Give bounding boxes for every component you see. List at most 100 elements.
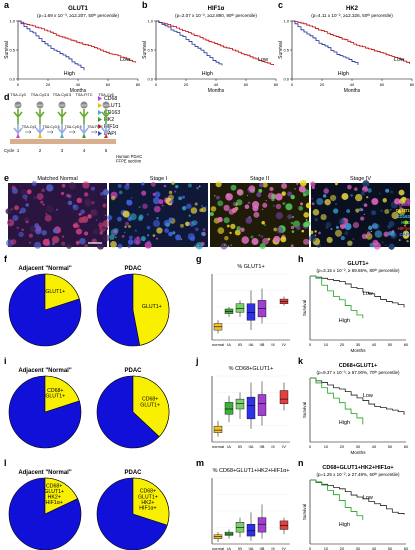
x-tick-label: 0 xyxy=(155,82,158,87)
panel-label-j: j xyxy=(195,356,199,366)
micrograph-cell xyxy=(355,208,360,213)
y-tick-label: 0.0 xyxy=(147,77,153,82)
pie-yellow-slice xyxy=(132,375,170,438)
micrograph-cell xyxy=(5,208,12,215)
arrow-icon xyxy=(91,130,98,134)
micrograph-cell xyxy=(340,236,345,241)
micrograph-cell xyxy=(367,188,372,193)
micrograph-cell xyxy=(105,227,109,230)
antibody-icon xyxy=(35,109,45,124)
micrograph-cell xyxy=(300,202,303,206)
micrograph-cell xyxy=(303,193,307,197)
micrograph-cell xyxy=(267,192,275,200)
micrograph-cell xyxy=(262,182,268,188)
marker-name: DAPI xyxy=(104,131,116,137)
micrograph-cell xyxy=(334,182,338,186)
x-tick-label: 20 xyxy=(184,82,189,87)
marker-triangle xyxy=(98,131,102,136)
micrograph-cell xyxy=(85,201,92,208)
micrograph-cell xyxy=(109,234,115,240)
micrograph-cell xyxy=(130,197,133,199)
box-category-label: IV xyxy=(282,546,286,550)
micrograph-cell xyxy=(156,216,159,220)
km-small-subtitle: (p=3.15 x 10⁻², ≥ 69.65%, 80ᵗʰ percentil… xyxy=(317,268,400,273)
micrograph-cell xyxy=(225,193,233,201)
box-category-label: III xyxy=(271,546,274,550)
micrograph-cell xyxy=(399,198,406,205)
micrograph-cell xyxy=(61,183,66,188)
x-axis-label: Months xyxy=(70,88,87,94)
micrograph-cell xyxy=(93,228,99,235)
micrograph-cell xyxy=(290,221,294,225)
micrograph-cell xyxy=(406,239,409,243)
micrograph-cell xyxy=(102,234,110,242)
micrograph-cell xyxy=(84,244,88,248)
tissue-section-bar xyxy=(10,139,116,144)
micrograph-cell xyxy=(236,199,243,206)
km-x-tick-label: 50 xyxy=(388,444,393,449)
micrograph-cell xyxy=(402,232,410,239)
micrograph-cell xyxy=(230,244,232,246)
micrograph-cell xyxy=(361,233,368,240)
micrograph-cell xyxy=(33,204,36,206)
micrograph-cell xyxy=(141,190,147,196)
micrograph-cell xyxy=(226,224,230,228)
box-category-label: IV xyxy=(282,444,286,449)
micrograph-cell xyxy=(262,237,269,245)
micrograph-cell xyxy=(305,219,308,221)
micrograph-cell xyxy=(232,201,237,206)
pie-slice-label: CD68+ GLUT1+ xyxy=(45,388,65,400)
micrograph-cell xyxy=(163,184,167,188)
micrograph-cell xyxy=(68,182,76,190)
micrograph-cell xyxy=(41,230,47,236)
micrograph-cell xyxy=(311,198,313,200)
micrograph-cell xyxy=(223,244,226,246)
km-high-label: High xyxy=(339,420,350,426)
box-body xyxy=(246,303,256,321)
pie-yellow-slice xyxy=(44,273,80,311)
micrograph-cell xyxy=(301,229,305,233)
micrograph-cell xyxy=(236,226,241,231)
micrograph-cell xyxy=(250,235,254,239)
micrograph-cell xyxy=(110,241,117,248)
stage-label: Stage IV xyxy=(350,176,371,182)
micrograph-cell xyxy=(230,184,237,191)
micrograph-cell xyxy=(21,228,24,232)
micrograph-cell xyxy=(155,237,159,240)
micrograph-cell xyxy=(390,232,396,237)
micrograph-cell xyxy=(83,192,89,197)
micrograph-cell xyxy=(384,209,390,215)
micrograph-cell xyxy=(61,241,66,246)
micrograph-cell xyxy=(11,187,18,194)
y-tick-label: 0.5 xyxy=(283,48,289,53)
micrograph-cell xyxy=(385,188,390,193)
km-small-title: CD68+GLUT1+ xyxy=(339,363,378,369)
micrograph-cell xyxy=(138,206,141,208)
hrp-circle xyxy=(14,101,22,109)
km-x-tick-label: 30 xyxy=(356,342,361,347)
km-small-subtitle: (p=1.25 x 10⁻², ≥ 27.49%, 60ᵗʰ percentil… xyxy=(317,472,400,477)
micrograph-cell xyxy=(251,237,259,246)
micrograph-cell xyxy=(89,210,92,213)
micrograph-cell xyxy=(402,222,405,225)
stage-label: Matched Normal xyxy=(37,176,77,182)
micrograph-cell xyxy=(152,197,160,205)
micrograph-cell xyxy=(198,185,201,188)
micrograph-cell xyxy=(29,225,37,233)
km-x-tick-label: 20 xyxy=(340,546,345,550)
micrograph-cell xyxy=(260,235,264,238)
micrograph-cell xyxy=(281,183,288,189)
micrograph-cell xyxy=(34,241,42,249)
y-tick-label: 1.0 xyxy=(9,19,15,24)
box-category-label: IIB xyxy=(260,444,265,449)
micrograph-cell xyxy=(269,186,274,192)
micrograph-cell xyxy=(303,238,310,245)
pie-yellow-slice xyxy=(132,273,170,346)
micrograph-cell xyxy=(28,241,31,244)
y-tick-label: 1.0 xyxy=(147,19,153,24)
micrograph-cell xyxy=(78,212,82,216)
cycle-number: 3 xyxy=(61,148,64,153)
box-body xyxy=(213,425,223,433)
micrograph-cell xyxy=(244,204,250,210)
micrograph-cell xyxy=(117,183,122,188)
